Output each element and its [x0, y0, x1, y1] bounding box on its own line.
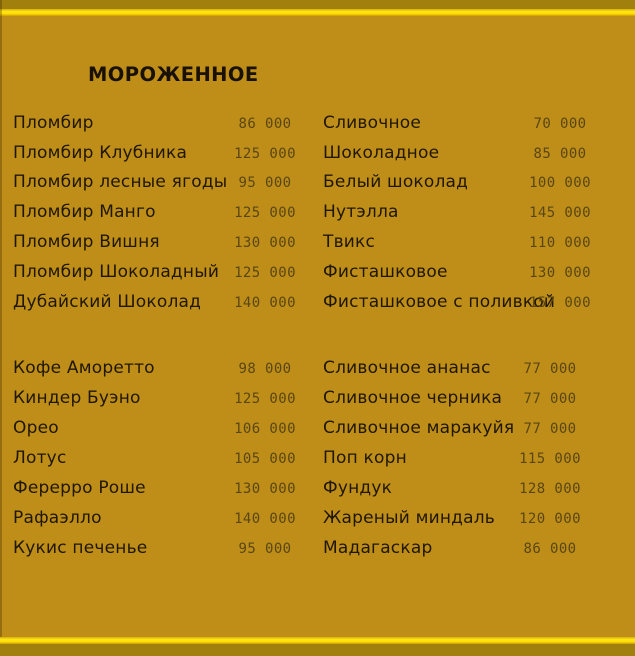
item-price: 70 000 — [533, 115, 587, 132]
item-price: 130 000 — [234, 235, 296, 252]
item-name: Пломбир лесные ягоды — [13, 172, 228, 193]
menu-row: Кукис печенье 95 000 Мадагаскар 86 000 — [13, 533, 595, 563]
item-price: 145 000 — [529, 205, 591, 222]
item-name: Фундук — [323, 478, 393, 498]
item-name: Пломбир Шоколадный — [13, 261, 220, 282]
menu-row: Пломбир Шоколадный 125 000 Фисташковое 1… — [13, 257, 605, 287]
item-name: Сливочное — [323, 112, 422, 133]
menu-row: Пломбир Вишня 130 000 Твикс 110 000 — [13, 227, 605, 257]
menu-section-flavors: Кофе Аморетто 98 000 Сливочное ананас 77… — [13, 353, 595, 563]
item-name: Белый шоколад — [323, 172, 469, 193]
item-price: 100 000 — [529, 175, 591, 192]
item-price: 95 000 — [238, 175, 292, 192]
item-price: 140 000 — [234, 294, 296, 311]
item-price: 110 000 — [529, 235, 591, 252]
item-name: Рафаэлло — [13, 508, 102, 528]
menu-row: Орео 106 000 Сливочное маракуйя 77 000 — [13, 413, 595, 443]
menu-row: Рафаэлло 140 000 Жареный миндаль 120 000 — [13, 503, 595, 533]
item-price: 125 000 — [234, 391, 296, 407]
item-price: 125 000 — [234, 205, 296, 222]
bottom-yellow-stripe — [0, 637, 635, 644]
item-name: Нутэлла — [323, 202, 399, 223]
item-price: 86 000 — [238, 115, 292, 132]
item-price: 128 000 — [519, 481, 581, 497]
item-name: Дубайский Шоколад — [13, 291, 202, 312]
item-price: 77 000 — [523, 391, 577, 407]
item-name: Сливочное черника — [323, 388, 503, 408]
item-name: Мадагаскар — [323, 538, 433, 558]
item-name: Пломбир Клубника — [13, 142, 188, 163]
item-price: 95 000 — [238, 541, 292, 557]
item-price: 130 000 — [234, 481, 296, 497]
item-price: 125 000 — [234, 264, 296, 281]
item-name: Кофе Аморетто — [13, 358, 155, 378]
item-name: Фисташковое — [323, 261, 448, 282]
item-price: 105 000 — [234, 451, 296, 467]
bottom-band — [0, 644, 635, 656]
left-edge-shadow — [0, 0, 2, 656]
item-price: 130 000 — [529, 264, 591, 281]
item-name: Фисташковое с поливкой — [323, 291, 556, 312]
menu-row: Пломбир Клубника 125 000 Шоколадное 85 0… — [13, 138, 605, 168]
item-name: Сливочное ананас — [323, 358, 491, 378]
menu-row: Дубайский Шоколад 140 000 Фисташковое с … — [13, 287, 605, 317]
menu-title: МОРОЖЕННОЕ — [88, 63, 259, 86]
menu-row: Киндер Буэно 125 000 Сливочное черника 7… — [13, 383, 595, 413]
item-price: 77 000 — [523, 361, 577, 377]
item-price: 115 000 — [519, 451, 581, 467]
item-name: Твикс — [323, 232, 376, 253]
item-price: 86 000 — [523, 541, 577, 557]
menu-row: Пломбир 86 000 Сливочное 70 000 — [13, 108, 605, 138]
item-name: Пломбир Вишня — [13, 232, 160, 253]
item-name: Пломбир — [13, 112, 94, 133]
item-price: 120 000 — [519, 511, 581, 527]
menu-row: Пломбир лесные ягоды 95 000 Белый шокола… — [13, 168, 605, 198]
item-price: 85 000 — [533, 145, 587, 162]
item-name: Жареный миндаль — [323, 508, 496, 528]
item-name: Кукис печенье — [13, 538, 148, 558]
menu-section-plombir: Пломбир 86 000 Сливочное 70 000 Пломбир … — [13, 108, 605, 317]
item-name: Сливочное маракуйя — [323, 418, 515, 438]
menu-row: Пломбир Манго 125 000 Нутэлла 145 000 — [13, 197, 605, 227]
item-price: 77 000 — [523, 421, 577, 437]
item-name: Пломбир Манго — [13, 202, 156, 223]
top-band — [0, 0, 635, 9]
item-price: 157 000 — [529, 294, 591, 311]
item-name: Шоколадное — [323, 142, 440, 163]
item-name: Ферерро Роше — [13, 478, 146, 498]
item-name: Орео — [13, 418, 59, 438]
menu-row: Кофе Аморетто 98 000 Сливочное ананас 77… — [13, 353, 595, 383]
menu-row: Лотус 105 000 Поп корн 115 000 — [13, 443, 595, 473]
item-price: 125 000 — [234, 145, 296, 162]
item-name: Киндер Буэно — [13, 388, 141, 408]
item-name: Поп корн — [323, 448, 407, 468]
item-price: 140 000 — [234, 511, 296, 527]
item-price: 106 000 — [234, 421, 296, 437]
menu-row: Ферерро Роше 130 000 Фундук 128 000 — [13, 473, 595, 503]
item-name: Лотус — [13, 448, 67, 468]
item-price: 98 000 — [238, 361, 292, 377]
top-yellow-stripe — [0, 9, 635, 16]
